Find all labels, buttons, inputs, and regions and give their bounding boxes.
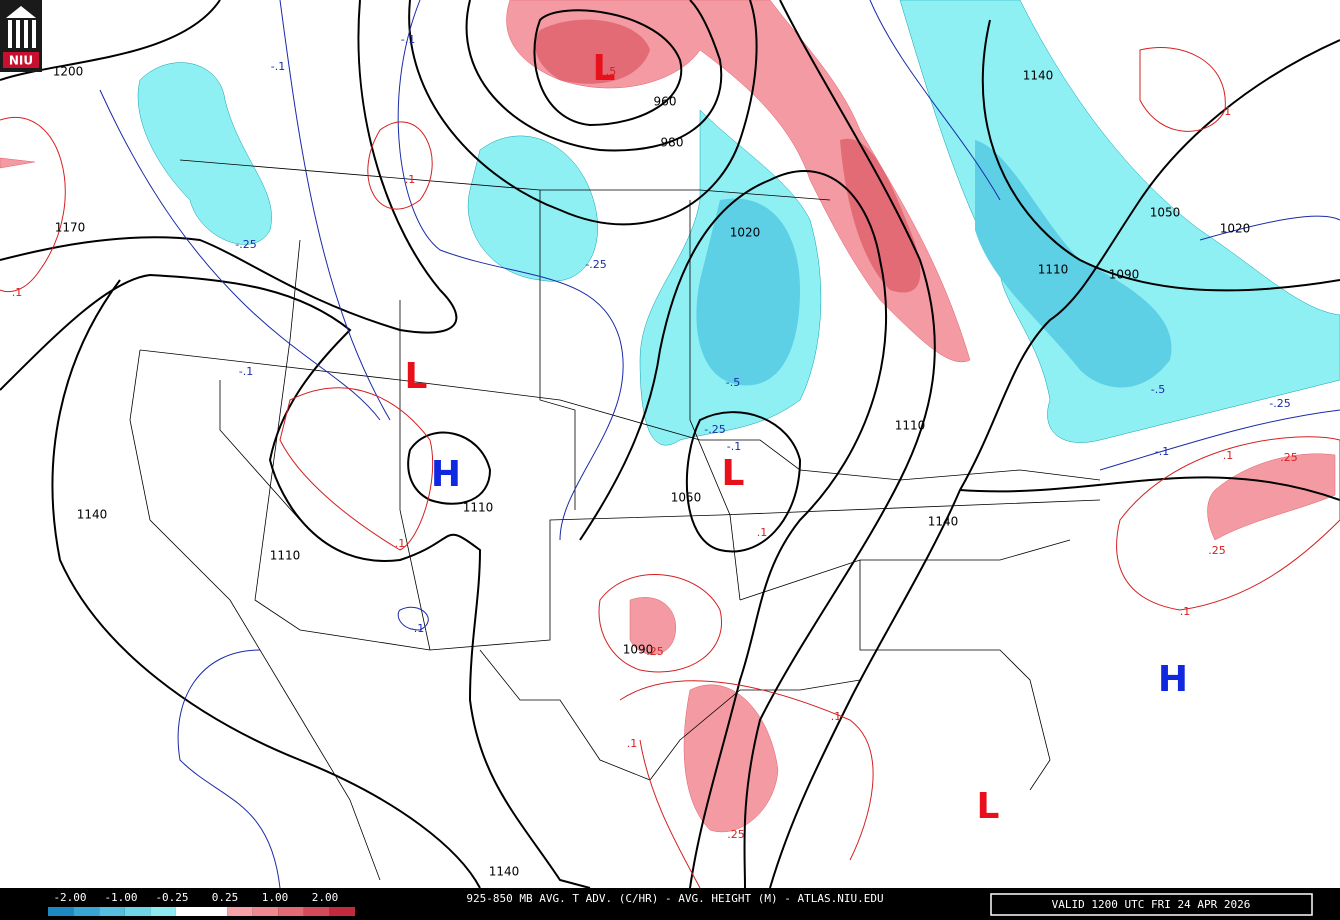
height-label: 1200	[53, 65, 84, 79]
warm-advection-label: .1	[395, 537, 406, 550]
cold-advection-label: -.25	[585, 258, 606, 271]
legend-swatch	[252, 907, 279, 916]
warm-advection-label: .1	[831, 710, 842, 723]
height-label: 1110	[895, 419, 926, 433]
warm-advection-label: .1	[627, 737, 638, 750]
cold-advection-label: -.5	[1151, 383, 1165, 396]
height-label: 960	[654, 95, 677, 109]
cold-labels: -.1 -.1 -.25 -.25 -.1 -.5 -.25 -.1 -.1 -…	[235, 33, 1290, 635]
cold-advection-label: -.1	[1155, 445, 1169, 458]
height-label: 1110	[463, 501, 494, 515]
valid-time: VALID 1200 UTC FRI 24 APR 2026	[1052, 898, 1251, 911]
legend-label: 2.00	[312, 891, 339, 904]
height-label: 1170	[55, 221, 86, 235]
cold-advection-label: -.1	[401, 33, 415, 46]
height-label: 1050	[671, 491, 702, 505]
warm-advection-label: .25	[1208, 544, 1226, 557]
logo: NIU	[0, 0, 42, 72]
borders	[129, 159, 1101, 881]
warm-advection-label: .1	[757, 526, 768, 539]
low-center: L	[593, 48, 616, 89]
height-label: 1090	[623, 643, 654, 657]
height-label: 1090	[1109, 268, 1140, 282]
warm-advection-label: .1	[1180, 605, 1191, 618]
legend-swatch	[150, 907, 176, 916]
height-label: 1140	[1023, 69, 1054, 83]
legend-label: 1.00	[262, 891, 289, 904]
high-center: H	[431, 454, 461, 495]
low-center: L	[977, 786, 1000, 827]
legend: -2.00 -1.00 -0.25 0.25 1.00 2.00	[48, 891, 355, 916]
warm-core-areas	[535, 19, 921, 293]
legend-label: -0.25	[155, 891, 188, 904]
legend-label: -1.00	[104, 891, 137, 904]
logo-text: NIU	[9, 54, 33, 68]
legend-swatch	[99, 907, 125, 916]
height-label: 1140	[77, 508, 108, 522]
low-center: L	[405, 356, 428, 397]
cold-advection-label: -.1	[410, 622, 424, 635]
legend-swatch	[201, 907, 228, 916]
warm-advection-label: .25	[646, 645, 664, 658]
legend-swatch	[329, 907, 355, 916]
legend-swatch	[48, 907, 74, 916]
legend-label: 0.25	[212, 891, 239, 904]
height-label: 1140	[928, 515, 959, 529]
warm-labels: .5 .1 .1 .1 .1 .25 .1 .1 .25 .1 .25 .25 …	[12, 65, 1298, 841]
height-label: 980	[661, 136, 684, 150]
height-contours	[0, 0, 1340, 889]
low-center: L	[722, 453, 745, 494]
warm-advection-label: .1	[405, 173, 416, 186]
legend-swatch	[175, 907, 202, 916]
pressure-centers: L L L L H H	[405, 48, 1189, 827]
height-label: 1110	[1038, 263, 1069, 277]
warm-advection-label: .1	[12, 286, 23, 299]
footer-title: 925-850 MB AVG. T ADV. (C/HR) - AVG. HEI…	[466, 892, 883, 905]
advection-contours	[0, 0, 1340, 889]
height-label: 1110	[270, 549, 301, 563]
height-label: 1020	[1220, 222, 1251, 236]
warm-advection-label: .25	[727, 828, 745, 841]
legend-swatch	[124, 907, 151, 916]
cold-advection-label: -.25	[235, 238, 256, 251]
cold-advection-label: -.25	[704, 423, 725, 436]
cold-advection-label: -.1	[727, 440, 741, 453]
warm-advection-label: .1	[1221, 105, 1232, 118]
legend-label: -2.00	[53, 891, 86, 904]
legend-swatch	[303, 907, 330, 916]
height-labels: 1200 1170 1140 1110 960 980 1020 1110 10…	[53, 65, 1251, 879]
high-center: H	[1158, 659, 1188, 700]
height-label: 1050	[1150, 206, 1181, 220]
legend-swatch	[278, 907, 304, 916]
cold-advection-label: -.1	[271, 60, 285, 73]
cold-advection-label: -.5	[726, 376, 740, 389]
warm-advection-label: .1	[1223, 449, 1234, 462]
cold-advection-label: -.1	[239, 365, 253, 378]
warm-advection-label: .5	[606, 65, 617, 78]
cold-core-areas	[696, 140, 1172, 388]
cold-advection-label: -.25	[1269, 397, 1290, 410]
height-label: 1140	[489, 865, 520, 879]
warm-advection-label: .25	[1280, 451, 1298, 464]
valid-box	[990, 893, 1313, 916]
height-label: 1020	[730, 226, 761, 240]
legend-swatch	[73, 907, 100, 916]
legend-swatch	[227, 907, 253, 916]
